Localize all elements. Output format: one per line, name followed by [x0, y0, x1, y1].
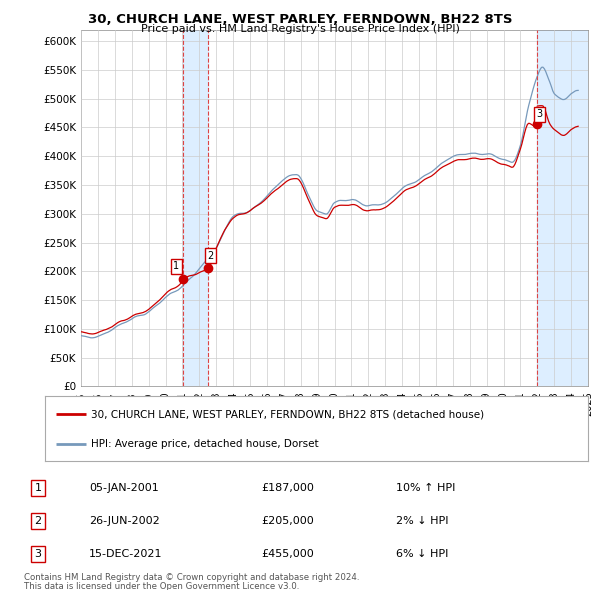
- Bar: [183, 30, 208, 386]
- Text: £455,000: £455,000: [261, 549, 314, 559]
- Text: 2: 2: [35, 516, 41, 526]
- Bar: [536, 30, 588, 386]
- Text: 2: 2: [207, 251, 213, 261]
- Text: 26-JUN-2002: 26-JUN-2002: [89, 516, 160, 526]
- Text: Price paid vs. HM Land Registry's House Price Index (HPI): Price paid vs. HM Land Registry's House …: [140, 24, 460, 34]
- Text: £187,000: £187,000: [261, 483, 314, 493]
- Text: 1: 1: [173, 261, 179, 271]
- Text: 1: 1: [35, 483, 41, 493]
- Text: 05-JAN-2001: 05-JAN-2001: [89, 483, 158, 493]
- Text: HPI: Average price, detached house, Dorset: HPI: Average price, detached house, Dors…: [91, 439, 319, 449]
- Text: £205,000: £205,000: [261, 516, 314, 526]
- Text: Contains HM Land Registry data © Crown copyright and database right 2024.: Contains HM Land Registry data © Crown c…: [24, 573, 359, 582]
- Text: 10% ↑ HPI: 10% ↑ HPI: [396, 483, 455, 493]
- Text: This data is licensed under the Open Government Licence v3.0.: This data is licensed under the Open Gov…: [24, 582, 299, 590]
- Text: 15-DEC-2021: 15-DEC-2021: [89, 549, 163, 559]
- Text: 6% ↓ HPI: 6% ↓ HPI: [396, 549, 449, 559]
- Text: 2% ↓ HPI: 2% ↓ HPI: [396, 516, 449, 526]
- Text: 3: 3: [35, 549, 41, 559]
- Text: 30, CHURCH LANE, WEST PARLEY, FERNDOWN, BH22 8TS: 30, CHURCH LANE, WEST PARLEY, FERNDOWN, …: [88, 13, 512, 26]
- Text: 30, CHURCH LANE, WEST PARLEY, FERNDOWN, BH22 8TS (detached house): 30, CHURCH LANE, WEST PARLEY, FERNDOWN, …: [91, 409, 484, 419]
- Text: 3: 3: [536, 109, 542, 119]
